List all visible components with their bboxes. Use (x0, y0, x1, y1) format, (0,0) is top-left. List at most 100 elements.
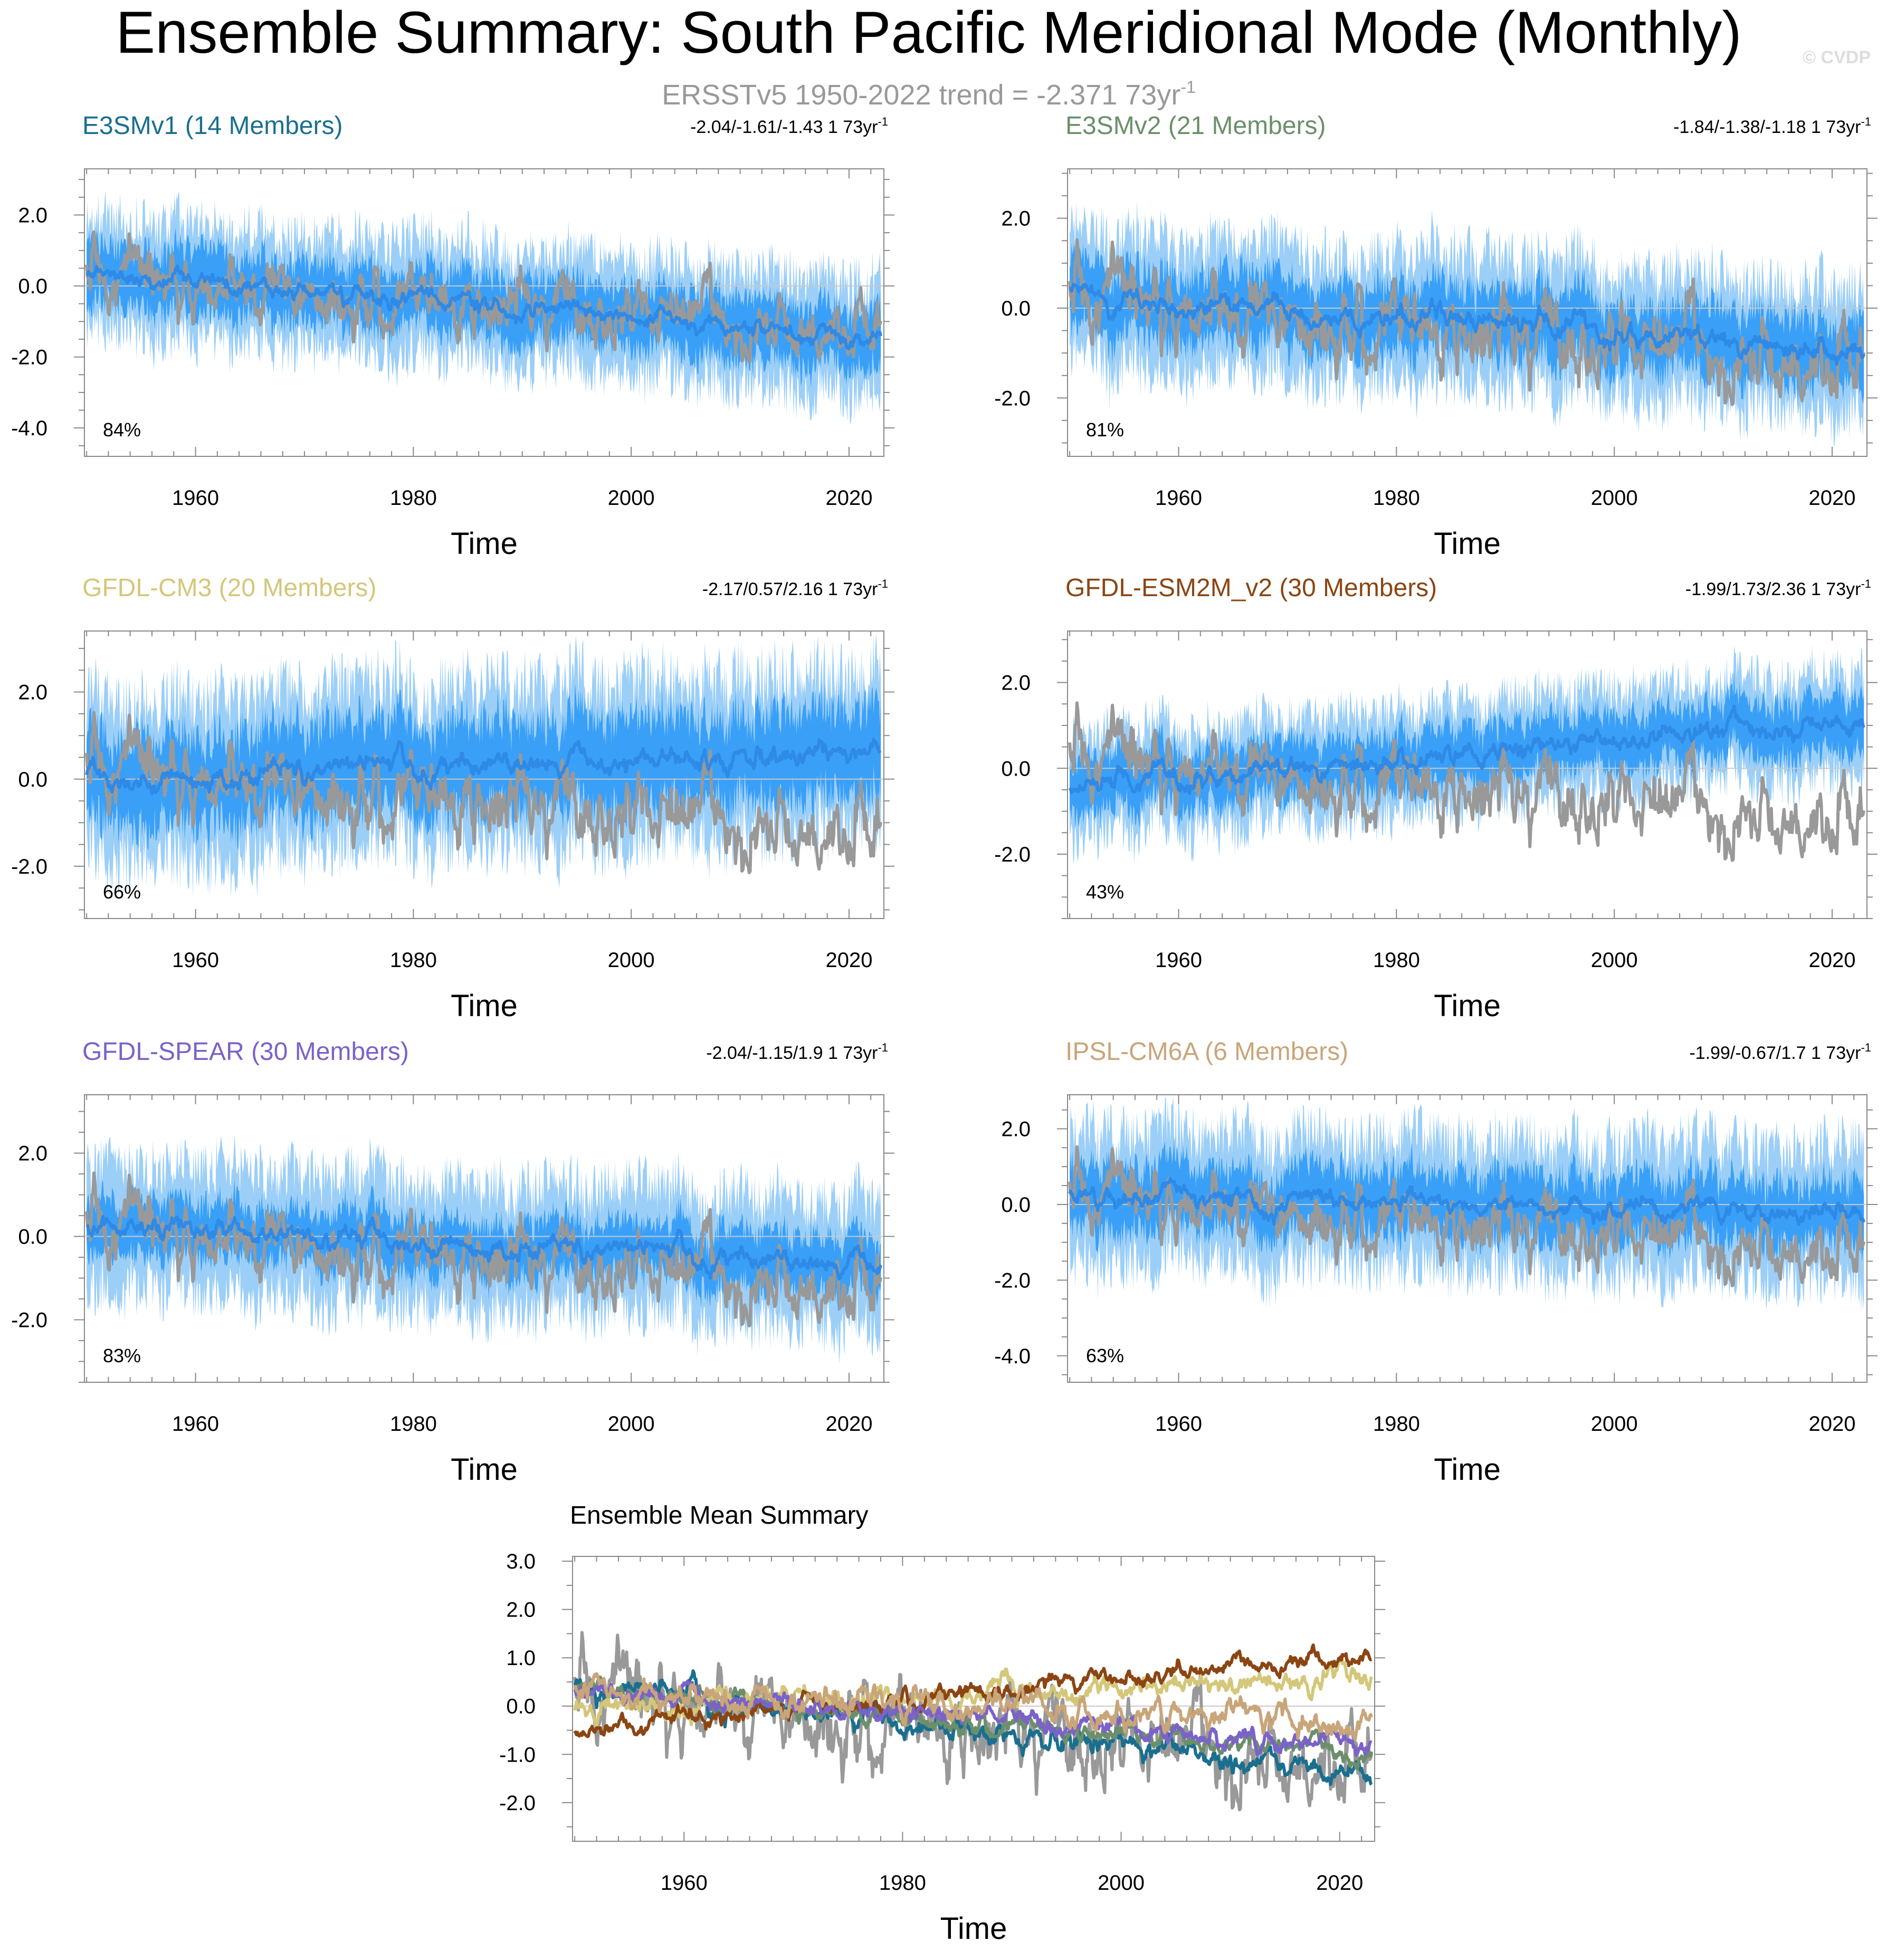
panel-ensemble-mean-summary-series-gfdl-esm2m-v2 (573, 1643, 1373, 1738)
panel-gfdl-cm3-ytick-label: 0.0 (18, 768, 47, 791)
panel-gfdl-cm3-ensemble-mean-line (85, 738, 882, 796)
panel-ensemble-mean-summary-ytick-label: 2.0 (506, 1599, 536, 1622)
panel-e3smv2-trend-label: -1.84/-1.38/-1.18 1 73yr-1 (1673, 115, 1871, 137)
panel-gfdl-cm3-ytick-label: -2.0 (11, 855, 47, 878)
panel-gfdl-esm2m-ytick-label: -2.0 (994, 843, 1031, 866)
panel-e3smv2-xlabel: Time (1434, 527, 1501, 561)
panel-e3smv2-ytick-label: -2.0 (994, 387, 1031, 410)
panel-ipsl-cm6a-obs-line (1068, 1145, 1866, 1287)
panel-ipsl-cm6a-xtick-label: 2020 (1808, 1412, 1855, 1436)
panel-ipsl-cm6a-ytick-label: 2.0 (1001, 1118, 1031, 1141)
panel-ensemble-mean-summary-ytick-label: -2.0 (499, 1792, 536, 1815)
panel-ensemble-mean-summary-ytick-label: -1.0 (499, 1743, 536, 1766)
copyright-label: © CVDP (1803, 47, 1871, 68)
panel-ensemble-mean-summary-ytick-label: 1.0 (506, 1647, 536, 1670)
panel-gfdl-cm3-trend-sup: -1 (878, 577, 888, 590)
panel-e3smv1-trend-sup: -1 (878, 115, 888, 128)
panel-ensemble-mean-summary-xtick-label: 1980 (879, 1871, 926, 1895)
panel-ipsl-cm6a-ytick-label: 0.0 (1001, 1193, 1031, 1217)
panel-e3smv1-ytick-label: 2.0 (18, 204, 47, 227)
panel-ensemble-mean-summary-xtick-label: 1960 (661, 1871, 708, 1895)
panels: E3SMv1 (14 Members) -2.04/-1.61/-1.43 1 7… (11, 112, 1878, 1946)
panel-e3smv2-title: E3SMv2 (21 Members) (1065, 112, 1326, 140)
panel-gfdl-spear-ytick-label: 2.0 (18, 1142, 47, 1165)
panel-e3smv2-ensemble-mean-line (1069, 282, 1866, 366)
panel-ipsl-cm6a-trend-text: -1.99/-0.67/1.7 1 73yr (1689, 1043, 1861, 1063)
panel-ensemble-mean-summary-plot-area (573, 1631, 1375, 1812)
panel-ensemble-mean-summary-xtick-label: 2000 (1098, 1871, 1145, 1895)
panel-ensemble-mean-summary-series-ipsl-cm6a (573, 1672, 1373, 1741)
panel-gfdl-cm3-trend-label: -2.17/0.57/2.16 1 73yr-1 (702, 577, 888, 599)
panel-e3smv2-xtick-label: 1980 (1373, 486, 1420, 510)
panel-ipsl-cm6a-trend-label: -1.99/-0.67/1.7 1 73yr-1 (1689, 1041, 1871, 1063)
panel-gfdl-esm2m-percent-label: 43% (1086, 881, 1124, 903)
panel-gfdl-esm2m-plot-area (1068, 644, 1867, 865)
panel-gfdl-esm2m-trend-sup: -1 (1861, 577, 1871, 590)
panel-gfdl-spear-title: GFDL-SPEAR (30 Members) (82, 1038, 409, 1066)
panel-ensemble-mean-summary: Ensemble Mean Summary 1960 1980 2000 2020 3.0… (499, 1502, 1385, 1946)
panel-ipsl-cm6a-xtick-label: 2000 (1591, 1412, 1638, 1436)
panel-gfdl-spear-percent-label: 83% (103, 1345, 141, 1366)
panel-gfdl-spear-xtick-label: 1960 (172, 1412, 219, 1436)
panel-e3smv1-xtick-label: 1960 (172, 486, 219, 510)
panel-e3smv2-frame (1067, 168, 1868, 457)
panel-ipsl-cm6a-title: IPSL-CM6A (6 Members) (1065, 1038, 1348, 1066)
panel-gfdl-esm2m-ensemble-mean-line (1068, 704, 1865, 795)
panel-ensemble-mean-summary-title: Ensemble Mean Summary (570, 1502, 869, 1529)
figure-subtitle: ERSSTv5 1950-2022 trend = -2.371 73yr-1 (662, 78, 1196, 111)
panel-ensemble-mean-summary-ytick-label: 3.0 (506, 1550, 536, 1573)
panel-e3smv1-ensemble-mean-line (85, 264, 883, 351)
panel-gfdl-esm2m-ytick-label: 0.0 (1001, 757, 1031, 780)
panel-gfdl-spear-plot-area (84, 1134, 884, 1364)
panel-e3smv2-trend-sup: -1 (1861, 115, 1871, 128)
panel-gfdl-cm3-xlabel: Time (451, 989, 518, 1023)
panel-e3smv1-spread-inner (87, 227, 881, 388)
panel-ensemble-mean-summary-xtick-label: 2020 (1316, 1871, 1363, 1895)
panel-e3smv1-percent-label: 84% (103, 419, 141, 441)
panel-e3smv1-ytick-label: -4.0 (11, 417, 47, 440)
panel-gfdl-esm2m-obs-line (1068, 701, 1866, 862)
panel-ipsl-cm6a-xtick-label: 1960 (1155, 1412, 1202, 1436)
panel-e3smv1-frame (84, 168, 884, 457)
panel-ipsl-cm6a: IPSL-CM6A (6 Members) -1.99/-0.67/1.7 1 7… (994, 1038, 1878, 1487)
panel-gfdl-esm2m-xlabel: Time (1434, 989, 1501, 1023)
panel-gfdl-spear-xtick-label: 2000 (608, 1412, 655, 1436)
panel-gfdl-esm2m-ytick-label: 2.0 (1001, 672, 1031, 695)
panel-e3smv1-ytick-label: 0.0 (18, 275, 47, 298)
panel-ensemble-mean-summary-frame (572, 1556, 1375, 1842)
panel-e3smv1-title: E3SMv1 (14 Members) (82, 112, 342, 140)
panel-gfdl-spear: GFDL-SPEAR (30 Members) -2.04/-1.15/1.9 1… (11, 1038, 894, 1487)
panel-gfdl-spear-xtick-label: 1980 (390, 1412, 437, 1436)
panel-gfdl-cm3-frame (84, 630, 884, 919)
panel-gfdl-spear-obs-line (85, 1171, 883, 1328)
panel-ipsl-cm6a-ensemble-mean-line (1068, 1177, 1866, 1226)
panel-ipsl-cm6a-trend-sup: -1 (1861, 1041, 1871, 1054)
panel-e3smv2-plot-area (1068, 200, 1867, 448)
panel-gfdl-cm3-title: GFDL-CM3 (20 Members) (82, 574, 376, 602)
panel-e3smv1-plot-area (84, 190, 884, 424)
panel-gfdl-esm2m-xtick-label: 2020 (1808, 949, 1855, 972)
panel-e3smv1-trend-text: -2.04/-1.61/-1.43 1 73yr (690, 117, 878, 137)
panel-gfdl-cm3-ytick-label: 2.0 (18, 681, 47, 704)
panel-ipsl-cm6a-percent-label: 63% (1086, 1345, 1124, 1366)
panel-gfdl-spear-xtick-label: 2020 (825, 1412, 872, 1436)
panel-e3smv2-trend-text: -1.84/-1.38/-1.18 1 73yr (1673, 117, 1861, 137)
panel-ipsl-cm6a-xtick-label: 1980 (1373, 1412, 1420, 1436)
subtitle-text: ERSSTv5 1950-2022 trend = -2.371 73yr (662, 79, 1180, 111)
panel-ipsl-cm6a-ytick-label: -4.0 (994, 1345, 1031, 1368)
panel-gfdl-cm3-plot-area (84, 633, 884, 899)
panel-gfdl-spear-trend-label: -2.04/-1.15/1.9 1 73yr-1 (706, 1041, 888, 1063)
panel-gfdl-spear-xlabel: Time (451, 1452, 518, 1487)
panel-ensemble-mean-summary-xlabel: Time (940, 1911, 1007, 1946)
panel-gfdl-spear-ytick-label: 0.0 (18, 1226, 47, 1249)
panel-gfdl-spear-ensemble-mean-line (85, 1215, 883, 1281)
panel-ipsl-cm6a-xlabel: Time (1434, 1452, 1501, 1487)
panel-e3smv2-ytick-label: 2.0 (1001, 207, 1031, 231)
panel-gfdl-cm3: GFDL-CM3 (20 Members) -2.17/0.57/2.16 1 7… (11, 574, 894, 1023)
figure-title: Ensemble Summary: South Pacific Meridion… (116, 0, 1741, 65)
panel-gfdl-esm2m-frame (1067, 630, 1868, 919)
panel-gfdl-cm3-xtick-label: 1960 (172, 949, 219, 972)
panel-e3smv2-xtick-label: 2020 (1808, 486, 1855, 510)
panel-e3smv2: E3SMv2 (21 Members) -1.84/-1.38/-1.18 1 7… (994, 112, 1878, 561)
